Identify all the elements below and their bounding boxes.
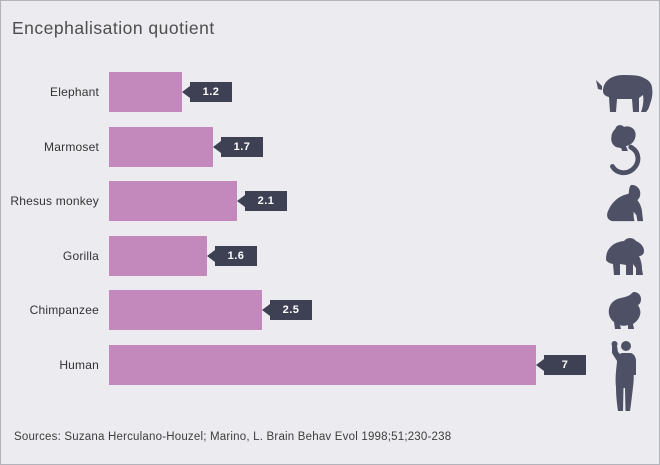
badge-arrow-icon <box>237 195 245 207</box>
value-badge: 2.5 <box>262 300 312 320</box>
value-label: 1.2 <box>190 82 232 102</box>
category-label: Human <box>59 358 99 372</box>
category-label: Chimpanzee <box>29 303 99 317</box>
source-note: Sources: Suzana Herculano-Houzel; Marino… <box>14 431 452 443</box>
value-label: 1.6 <box>215 246 257 266</box>
elephant-icon <box>594 69 656 115</box>
value-label: 1.7 <box>221 137 263 157</box>
bar <box>109 72 182 112</box>
value-label: 2.1 <box>245 191 287 211</box>
value-badge: 1.7 <box>213 137 263 157</box>
category-label: Elephant <box>50 85 99 99</box>
bar <box>109 236 207 276</box>
value-label: 2.5 <box>270 300 312 320</box>
value-badge: 2.1 <box>237 191 287 211</box>
badge-arrow-icon <box>213 141 221 153</box>
badge-arrow-icon <box>182 86 190 98</box>
rhesus-monkey-icon <box>602 182 648 224</box>
chart-row: Rhesus monkey 2.1 <box>1 181 659 221</box>
value-badge: 7 <box>536 355 586 375</box>
chart-title: Encephalisation quotient <box>12 18 215 38</box>
category-label: Marmoset <box>44 140 99 154</box>
category-label: Rhesus monkey <box>10 194 99 208</box>
badge-arrow-icon <box>207 250 215 262</box>
badge-arrow-icon <box>536 359 544 371</box>
bar <box>109 290 262 330</box>
chart-row: Gorilla 1.6 <box>1 236 659 276</box>
gorilla-icon <box>600 234 650 278</box>
marmoset-icon <box>603 122 647 178</box>
bar <box>109 181 237 221</box>
badge-arrow-icon <box>262 304 270 316</box>
bar <box>109 345 536 385</box>
chart-row: Marmoset 1.7 <box>1 127 659 167</box>
value-badge: 1.2 <box>182 82 232 102</box>
bar <box>109 127 213 167</box>
chart-row: Chimpanzee 2.5 <box>1 290 659 330</box>
category-label: Gorilla <box>62 249 99 263</box>
chimpanzee-icon <box>600 288 650 332</box>
chart-row: Human 7 <box>1 345 659 385</box>
value-label: 7 <box>544 355 586 375</box>
human-icon <box>608 340 642 414</box>
value-badge: 1.6 <box>207 246 257 266</box>
chart-row: Elephant 1.2 <box>1 72 659 112</box>
